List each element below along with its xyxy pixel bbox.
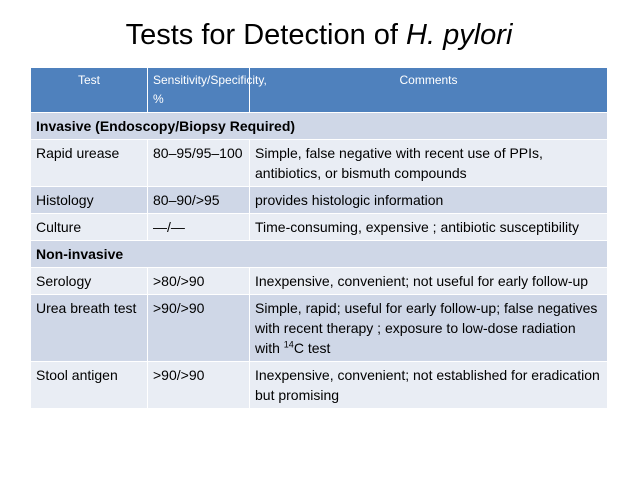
section-label: Invasive (Endoscopy/Biopsy Required): [30, 112, 608, 140]
sensitivity-value: >80/>90: [147, 267, 250, 295]
test-name: Stool antigen: [30, 361, 148, 409]
table-row: Urea breath test >90/>90 Simple, rapid; …: [30, 294, 608, 362]
table-row: Stool antigen >90/>90 Inexpensive, conve…: [30, 361, 608, 409]
table-row: Rapid urease 80–95/95–100 Simple, false …: [30, 139, 608, 187]
sensitivity-value: 80–95/95–100: [147, 139, 250, 187]
section-row-invasive: Invasive (Endoscopy/Biopsy Required): [30, 112, 608, 140]
comment-text-pre: Simple, rapid; useful for early follow-u…: [255, 300, 598, 356]
header-test: Test: [30, 67, 148, 113]
comment-text: Inexpensive, convenient; not established…: [249, 361, 608, 409]
table-row: Histology 80–90/>95 provides histologic …: [30, 186, 608, 214]
header-comments: Comments: [249, 67, 608, 113]
section-label: Non-invasive: [30, 240, 608, 268]
comment-text: Inexpensive, convenient; not useful for …: [249, 267, 608, 295]
sensitivity-value: —/—: [147, 213, 250, 241]
detection-tests-table: Test Sensitivity/Specificity, % Comments…: [30, 67, 608, 409]
table-row: Culture —/— Time-consuming, expensive ; …: [30, 213, 608, 241]
section-row-noninvasive: Non-invasive: [30, 240, 608, 268]
sensitivity-value: >90/>90: [147, 361, 250, 409]
test-name: Histology: [30, 186, 148, 214]
sensitivity-value: 80–90/>95: [147, 186, 250, 214]
comment-text-post: C test: [293, 340, 331, 356]
test-name: Rapid urease: [30, 139, 148, 187]
title-text: Tests for Detection of: [125, 19, 407, 51]
test-name: Urea breath test: [30, 294, 148, 362]
title-italic: H. pylori: [406, 19, 513, 51]
sensitivity-value: >90/>90: [147, 294, 250, 362]
comment-text: Simple, rapid; useful for early follow-u…: [249, 294, 608, 362]
comment-text: provides histologic information: [249, 186, 608, 214]
isotope-superscript: 14: [283, 339, 294, 350]
comment-text: Simple, false negative with recent use o…: [249, 139, 608, 187]
test-name: Serology: [30, 267, 148, 295]
test-name: Culture: [30, 213, 148, 241]
table-row: Serology >80/>90 Inexpensive, convenient…: [30, 267, 608, 295]
comment-text: Time-consuming, expensive ; antibiotic s…: [249, 213, 608, 241]
slide-title: Tests for Detection of H. pylori: [0, 17, 638, 53]
header-sensitivity: Sensitivity/Specificity, %: [147, 67, 267, 113]
table-header-row: Test Sensitivity/Specificity, % Comments: [30, 67, 608, 113]
